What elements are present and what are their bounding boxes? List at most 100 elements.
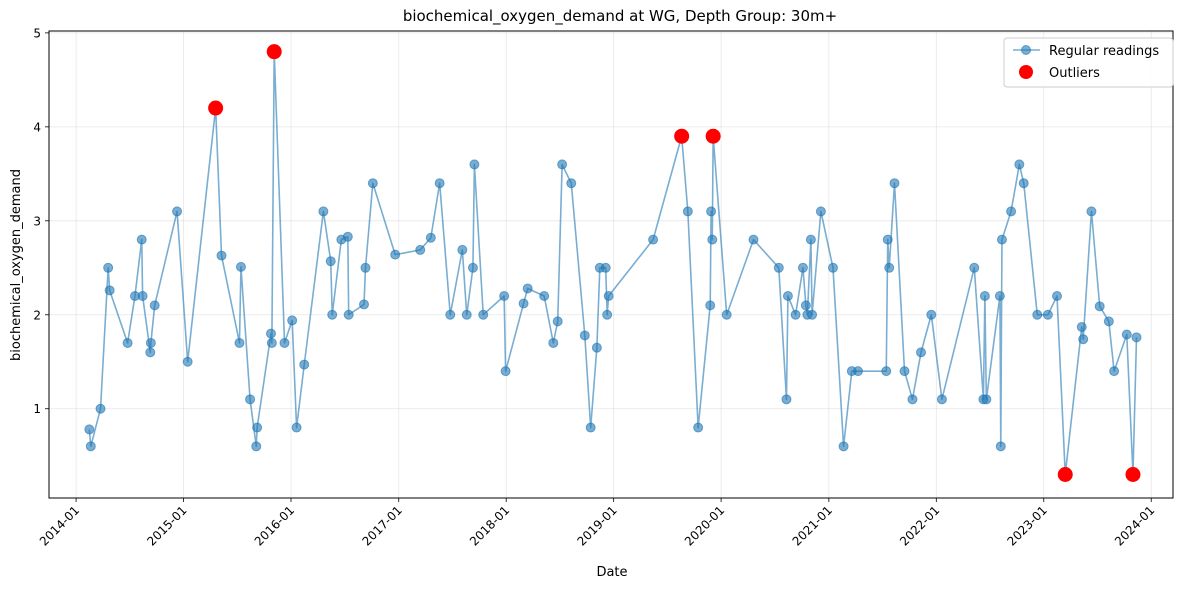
regular-reading-point <box>265 328 276 339</box>
regular-reading-point <box>343 309 354 320</box>
regular-reading-point <box>299 359 310 370</box>
regular-reading-point <box>145 337 156 348</box>
chart-title: biochemical_oxygen_demand at WG, Depth G… <box>403 7 837 26</box>
outlier-point <box>1125 467 1141 483</box>
regular-reading-point <box>1109 366 1120 377</box>
regular-reading-point <box>815 206 826 217</box>
regular-reading-point <box>499 290 510 301</box>
outlier-point <box>674 128 690 144</box>
regular-reading-point <box>137 290 148 301</box>
x-tick-label: 2014-01 <box>37 503 82 548</box>
regular-reading-point <box>251 441 262 452</box>
regular-reading-point <box>1032 309 1043 320</box>
regular-reading-point <box>1052 290 1063 301</box>
regular-reading-point <box>457 244 468 255</box>
regular-reading-point <box>591 342 602 353</box>
outlier-point <box>208 100 224 116</box>
regular-reading-point <box>1103 316 1114 327</box>
regular-reading-point <box>926 309 937 320</box>
regular-reading-point <box>327 309 338 320</box>
regular-reading-point <box>1086 206 1097 217</box>
regular-reading-point <box>773 262 784 273</box>
x-tick-label: 2022-01 <box>897 503 942 548</box>
x-tick-label: 2019-01 <box>574 503 619 548</box>
regular-reading-point <box>721 309 732 320</box>
legend-box <box>1003 37 1174 88</box>
regular-reading-point <box>1018 178 1029 189</box>
regular-reading-point <box>552 316 563 327</box>
regular-reading-point <box>585 422 596 433</box>
regular-reading-point <box>884 262 895 273</box>
regular-reading-point <box>979 290 990 301</box>
regular-reading-point <box>1131 332 1142 343</box>
y-axis: 1 2 3 4 5 <box>33 26 49 416</box>
regular-reading-point <box>287 315 298 326</box>
plot-area <box>48 30 1174 499</box>
y-tick-label: 3 <box>33 214 41 228</box>
regular-reading-point <box>603 290 614 301</box>
legend-regular-marker <box>1021 45 1031 55</box>
series-regular-readings <box>84 46 1142 480</box>
regular-reading-point <box>1006 206 1017 217</box>
regular-reading-point <box>104 285 115 296</box>
regular-reading-point <box>149 300 160 311</box>
x-tick-label: 2017-01 <box>360 503 405 548</box>
regular-reading-point <box>360 262 371 273</box>
regular-reading-point <box>548 337 559 348</box>
regular-reading-point <box>390 249 401 260</box>
regular-reading-point <box>852 366 863 377</box>
regular-reading-point <box>882 234 893 245</box>
regular-reading-point <box>800 300 811 311</box>
regular-reading-point <box>707 234 718 245</box>
regular-reading-point <box>216 250 227 261</box>
regular-reading-point <box>84 424 95 435</box>
x-tick-label: 2021-01 <box>790 503 835 548</box>
regular-reading-point <box>122 337 133 348</box>
regular-reading-point <box>996 234 1007 245</box>
regular-reading-point <box>1014 159 1025 170</box>
regular-reading-point <box>461 309 472 320</box>
regular-reading-point <box>145 347 156 358</box>
y-axis-label: biochemical_oxygen_demand <box>9 169 24 361</box>
regular-reading-point <box>994 290 1005 301</box>
outlier-point <box>705 128 721 144</box>
regular-reading-point <box>445 309 456 320</box>
regular-reading-point <box>342 231 353 242</box>
y-tick-label: 5 <box>33 26 41 40</box>
regular-reading-point <box>781 394 792 405</box>
regular-reading-point <box>234 337 245 348</box>
regular-reading-point <box>136 234 147 245</box>
x-tick-label: 2015-01 <box>144 503 189 548</box>
regular-reading-point <box>706 206 717 217</box>
regular-reading-point <box>915 347 926 358</box>
regular-reading-point <box>827 262 838 273</box>
regular-reading-point <box>805 234 816 245</box>
regular-reading-point <box>522 283 533 294</box>
outlier-point <box>266 44 282 60</box>
regular-reading-point <box>936 394 947 405</box>
regular-reading-point <box>266 337 277 348</box>
regular-reading-point <box>981 394 992 405</box>
x-axis: 2014-01 2015-01 2016-01 2017-01 2018-01 2019-… <box>37 498 1157 549</box>
regular-reading-point <box>245 394 256 405</box>
legend: Regular readings Outliers <box>1003 37 1174 88</box>
regular-reading-point <box>648 234 659 245</box>
x-tick-label: 2018-01 <box>467 503 512 548</box>
regular-reading-point <box>600 262 611 273</box>
regular-reading-point <box>182 356 193 367</box>
x-tick-label: 2020-01 <box>682 503 727 548</box>
regular-reading-point <box>899 366 910 377</box>
regular-reading-point <box>279 337 290 348</box>
regular-reading-point <box>557 159 568 170</box>
regular-reading-point <box>1094 301 1105 312</box>
y-tick-label: 2 <box>33 308 41 322</box>
legend-outlier-label: Outliers <box>1049 66 1100 81</box>
regular-reading-point <box>969 262 980 273</box>
regular-reading-point <box>790 309 801 320</box>
regular-reading-point <box>291 422 302 433</box>
regular-readings-line <box>88 50 1138 476</box>
regular-reading-point <box>252 422 263 433</box>
x-tick-label: 2023-01 <box>1005 503 1050 548</box>
regular-reading-point <box>838 441 849 452</box>
y-tick-label: 1 <box>33 402 41 416</box>
